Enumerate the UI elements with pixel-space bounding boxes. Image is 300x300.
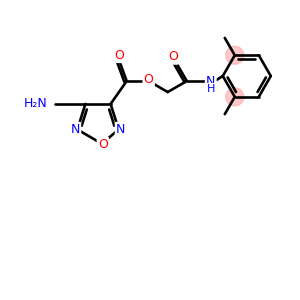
Text: H: H: [207, 84, 215, 94]
Circle shape: [226, 88, 244, 106]
Text: O: O: [114, 49, 124, 62]
Text: O: O: [98, 138, 108, 151]
Text: N: N: [70, 123, 80, 136]
Text: O: O: [144, 73, 154, 85]
Text: H₂N: H₂N: [24, 98, 47, 110]
Text: N: N: [116, 123, 125, 136]
Text: N: N: [206, 74, 215, 88]
Text: O: O: [168, 50, 178, 64]
Circle shape: [226, 46, 244, 64]
